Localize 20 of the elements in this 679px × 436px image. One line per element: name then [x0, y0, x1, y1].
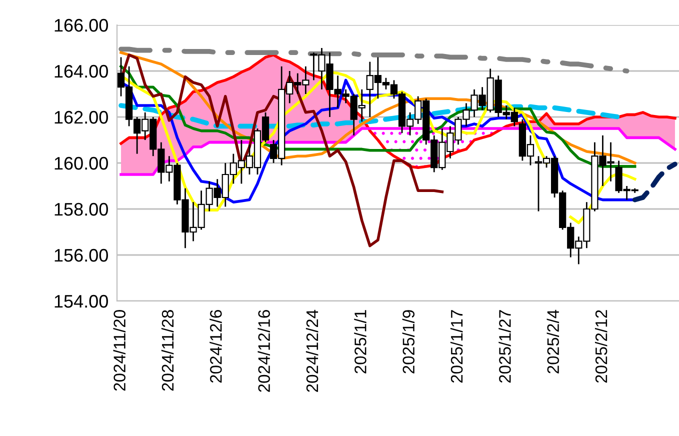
x-tick-label: 2024/12/6 [210, 310, 222, 383]
y-tick-label: 158.00 [54, 202, 108, 216]
x-tick-label: 2025/2/4 [546, 310, 560, 374]
x-tick-label: 2024/11/20 [113, 310, 126, 391]
x-tick-label: 2025/1/27 [498, 310, 511, 383]
line-series [118, 46, 630, 74]
y-tick-label: 162.00 [54, 110, 108, 124]
y-tick-label: 156.00 [54, 248, 108, 262]
y-tick-label: 164.00 [54, 64, 108, 78]
x-tick-label: 2024/12/16 [258, 310, 270, 392]
x-tick-label: 2024/12/24 [306, 310, 318, 392]
x-tick-label: 2024/11/28 [161, 310, 174, 391]
y-tick-label: 160.00 [54, 156, 108, 170]
y-tick-label: 154.00 [54, 294, 108, 308]
line-series [632, 162, 678, 202]
x-tick-label: 2025/1/17 [450, 310, 463, 383]
x-tick-label: 2025/2/12 [594, 310, 608, 383]
x-tick-label: 2025/1/1 [354, 310, 366, 374]
y-tick-label: 166.00 [54, 18, 108, 32]
x-tick-label: 2025/1/9 [402, 310, 415, 374]
